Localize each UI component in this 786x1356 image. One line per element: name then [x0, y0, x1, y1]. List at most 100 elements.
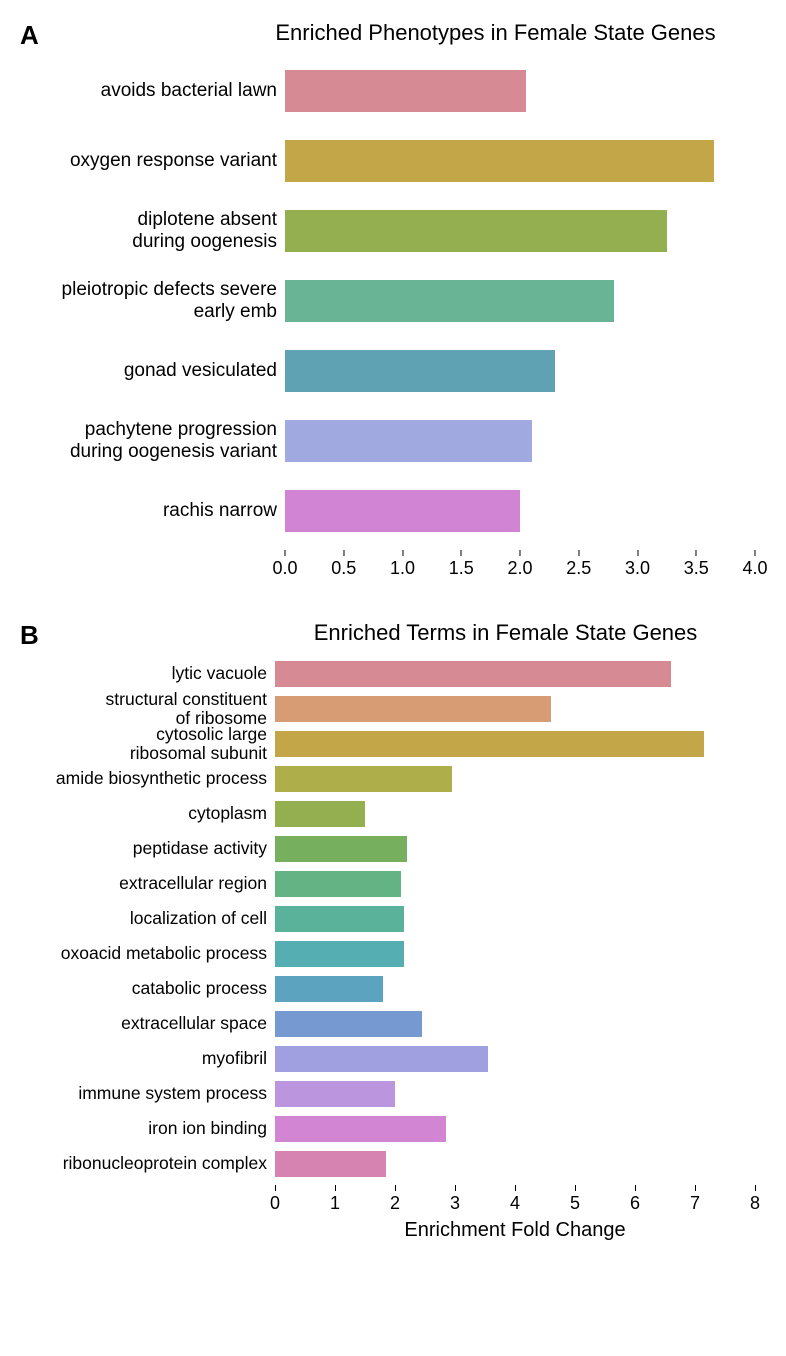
- bar-label: diplotene absentduring oogenesis: [20, 209, 285, 253]
- bar-label: cytoplasm: [20, 804, 275, 822]
- chart-row: peptidase activity: [20, 831, 766, 866]
- chart-row: amide biosynthetic process: [20, 761, 766, 796]
- bar: [285, 350, 555, 392]
- axis-tick: 3.5: [684, 550, 709, 579]
- bar-track: [285, 336, 766, 406]
- panel-a-title: Enriched Phenotypes in Female State Gene…: [225, 20, 766, 46]
- bar: [285, 280, 614, 322]
- chart-row: cytosolic largeribosomal subunit: [20, 726, 766, 761]
- axis-tick-label: 2: [390, 1193, 400, 1214]
- bar-track: [275, 656, 766, 691]
- bar-label: peptidase activity: [20, 839, 275, 857]
- axis-tick: 3: [450, 1185, 460, 1214]
- bar-label: oxoacid metabolic process: [20, 944, 275, 962]
- bar-track: [275, 691, 766, 726]
- bar-label: extracellular region: [20, 874, 275, 892]
- bar-label: extracellular space: [20, 1014, 275, 1032]
- bar: [285, 210, 667, 252]
- bar-track: [275, 726, 766, 761]
- axis-tick-label: 4: [510, 1193, 520, 1214]
- bar: [285, 70, 526, 112]
- chart-row: rachis narrow: [20, 476, 766, 546]
- chart-row: ribonucleoprotein complex: [20, 1146, 766, 1181]
- chart-row: pachytene progressionduring oogenesis va…: [20, 406, 766, 476]
- bar-track: [285, 406, 766, 476]
- bar-label: myofibril: [20, 1049, 275, 1067]
- panel-b-chart: lytic vacuolestructural constituentof ri…: [20, 656, 766, 1181]
- bar: [275, 906, 404, 932]
- bar-track: [275, 796, 766, 831]
- bar: [275, 696, 551, 722]
- bar-track: [275, 901, 766, 936]
- axis-tick-label: 3: [450, 1193, 460, 1214]
- bar-track: [285, 56, 766, 126]
- bar: [275, 661, 671, 687]
- axis-tick-label: 0: [270, 1193, 280, 1214]
- bar-label: localization of cell: [20, 909, 275, 927]
- axis-tick-label: 7: [690, 1193, 700, 1214]
- bar-label: avoids bacterial lawn: [20, 80, 285, 102]
- bar: [275, 1046, 488, 1072]
- chart-row: avoids bacterial lawn: [20, 56, 766, 126]
- panel-b-xlabel: Enrichment Fold Change: [275, 1219, 755, 1242]
- chart-row: gonad vesiculated: [20, 336, 766, 406]
- axis-tick: 1.0: [390, 550, 415, 579]
- axis-tick: 0.5: [331, 550, 356, 579]
- bar-label: cytosolic largeribosomal subunit: [20, 725, 275, 762]
- axis-tick-label: 2.5: [566, 558, 591, 579]
- axis-tick-label: 6: [630, 1193, 640, 1214]
- chart-row: iron ion binding: [20, 1111, 766, 1146]
- axis-tick: 0.0: [272, 550, 297, 579]
- bar: [275, 801, 365, 827]
- bar: [285, 420, 532, 462]
- axis-tick: 4: [510, 1185, 520, 1214]
- bar-label: pleiotropic defects severeearly emb: [20, 279, 285, 323]
- chart-row: diplotene absentduring oogenesis: [20, 196, 766, 266]
- panel-b-title: Enriched Terms in Female State Genes: [245, 620, 766, 646]
- bar-track: [275, 1076, 766, 1111]
- panel-a-chart: avoids bacterial lawn oxygen response var…: [20, 56, 766, 546]
- panel-b-letter: B: [20, 620, 39, 651]
- bar: [275, 1011, 422, 1037]
- bar-track: [275, 1041, 766, 1076]
- bar: [275, 941, 404, 967]
- bar: [275, 1151, 386, 1177]
- chart-row: pleiotropic defects severeearly emb: [20, 266, 766, 336]
- bar-label: amide biosynthetic process: [20, 769, 275, 787]
- axis-tick: 7: [690, 1185, 700, 1214]
- bar-label: catabolic process: [20, 979, 275, 997]
- bar-label: oxygen response variant: [20, 150, 285, 172]
- panel-b: B Enriched Terms in Female State Genes l…: [20, 620, 766, 1242]
- bar-track: [275, 866, 766, 901]
- bar-track: [275, 936, 766, 971]
- chart-row: immune system process: [20, 1076, 766, 1111]
- axis-tick-label: 8: [750, 1193, 760, 1214]
- bar: [275, 766, 452, 792]
- chart-row: extracellular space: [20, 1006, 766, 1041]
- bar-track: [275, 831, 766, 866]
- axis-tick: 2.5: [566, 550, 591, 579]
- axis-tick: 2: [390, 1185, 400, 1214]
- chart-row: extracellular region: [20, 866, 766, 901]
- bar: [275, 731, 704, 757]
- bar: [285, 490, 520, 532]
- axis-tick: 1.5: [449, 550, 474, 579]
- chart-row: myofibril: [20, 1041, 766, 1076]
- chart-row: catabolic process: [20, 971, 766, 1006]
- axis-tick-label: 4.0: [742, 558, 767, 579]
- panel-b-axis: 012345678: [20, 1185, 766, 1215]
- axis-tick-label: 0.0: [272, 558, 297, 579]
- bar: [275, 1081, 395, 1107]
- bar-track: [285, 196, 766, 266]
- axis-tick: 5: [570, 1185, 580, 1214]
- axis-tick: 8: [750, 1185, 760, 1214]
- bar-track: [285, 476, 766, 546]
- bar-track: [285, 266, 766, 336]
- bar: [275, 871, 401, 897]
- bar: [275, 836, 407, 862]
- bar-track: [285, 126, 766, 196]
- chart-row: structural constituentof ribosome: [20, 691, 766, 726]
- bar-track: [275, 761, 766, 796]
- bar-track: [275, 1006, 766, 1041]
- bar-track: [275, 1111, 766, 1146]
